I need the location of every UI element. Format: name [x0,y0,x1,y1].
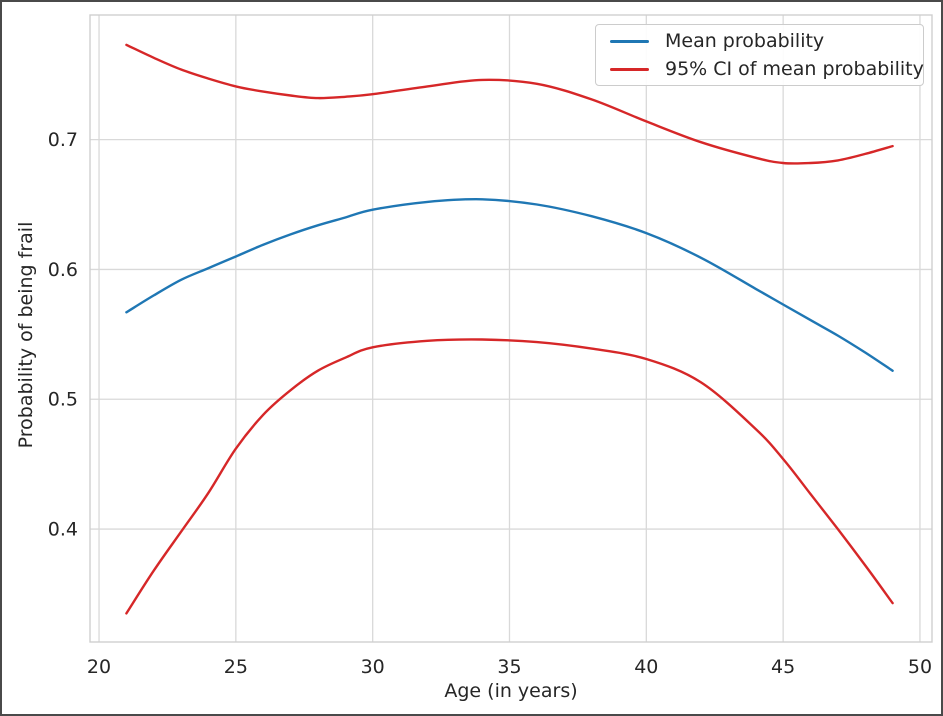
y-tick-label: 0.6 [48,259,78,281]
y-axis-title: Probability of being frail [15,221,37,449]
plot-spines [89,14,933,643]
x-axis-title: Age (in years) [444,680,578,702]
legend-entry-ci: 95% CI of mean probability [604,55,924,83]
x-tick-label: 45 [771,656,795,678]
x-tick-label: 30 [361,656,385,678]
legend-entry-mean: Mean probability [604,27,915,55]
legend-label-mean: Mean probability [665,30,825,52]
legend: Mean probability 95% CI of mean probabil… [595,24,924,86]
mean-line [125,198,894,372]
x-tick-label: 25 [224,656,248,678]
legend-line-sample-mean [610,39,649,43]
legend-label-ci: 95% CI of mean probability [665,58,924,80]
y-tick-label: 0.7 [48,129,78,151]
x-tick-label: 50 [908,656,932,678]
y-tick-label: 0.4 [48,519,78,541]
ci-lower-line [125,338,894,615]
y-tick-label: 0.5 [48,389,78,411]
x-tick-label: 35 [497,656,521,678]
x-tick-label: 20 [87,656,111,678]
legend-line-sample-ci [610,67,649,71]
x-tick-label: 40 [634,656,658,678]
ci-upper-line [125,43,894,165]
